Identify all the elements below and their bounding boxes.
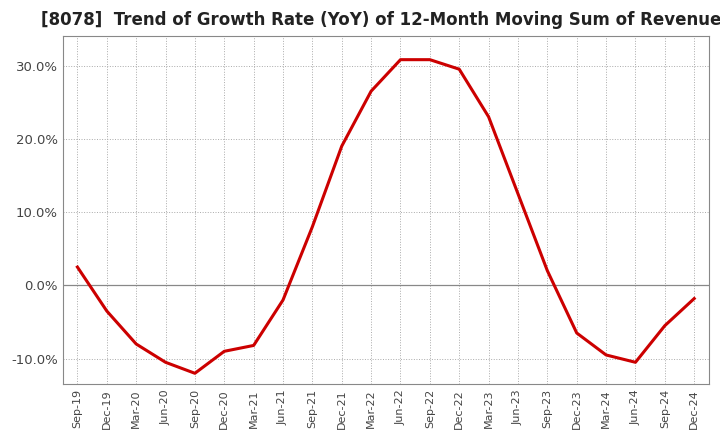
Title: [8078]  Trend of Growth Rate (YoY) of 12-Month Moving Sum of Revenues: [8078] Trend of Growth Rate (YoY) of 12-…: [41, 11, 720, 29]
